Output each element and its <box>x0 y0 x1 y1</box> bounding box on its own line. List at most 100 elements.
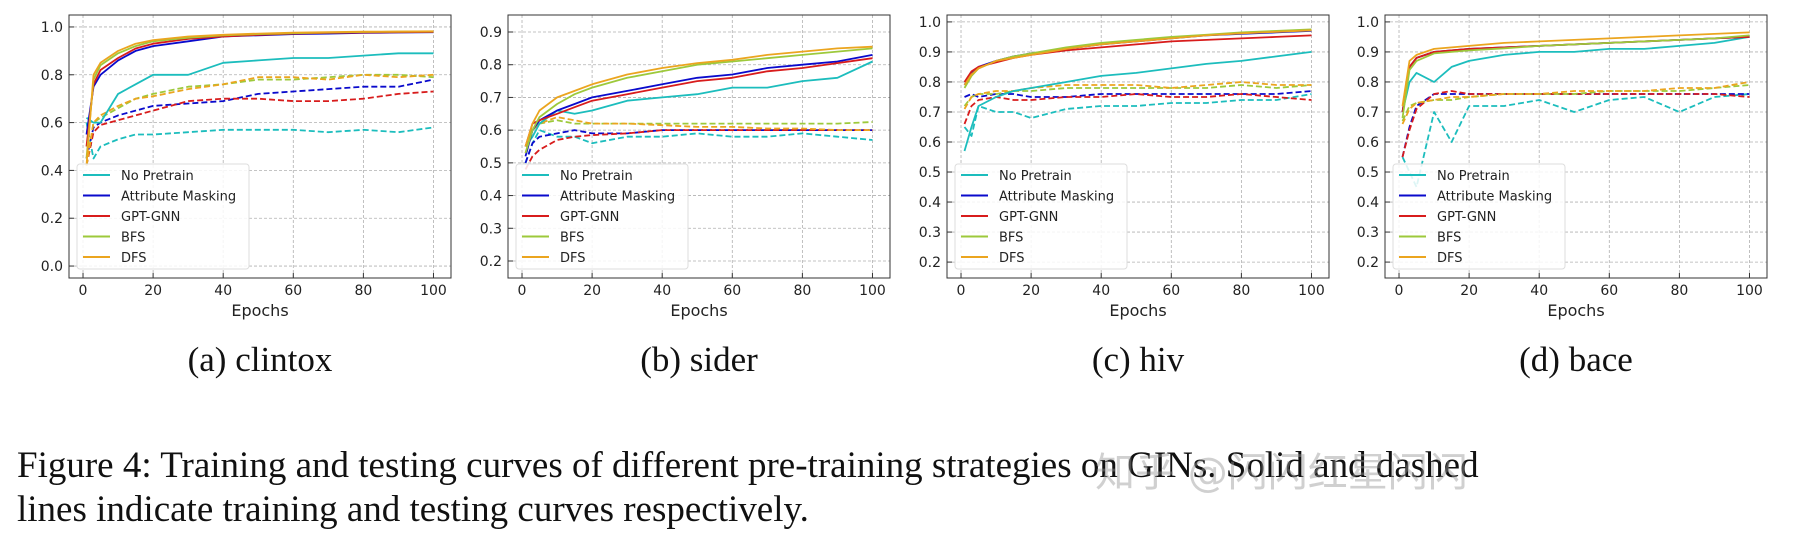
legend-label: BFS <box>999 231 1023 246</box>
x-tick-label: 100 <box>859 283 886 299</box>
series-group <box>524 45 873 170</box>
legend-label: DFS <box>121 251 147 266</box>
x-tick-label: 60 <box>1600 283 1618 299</box>
x-tick-label: 40 <box>214 283 232 299</box>
legend-box <box>954 163 1128 270</box>
legend-label: BFS <box>121 231 145 246</box>
legend-label: Attribute Masking <box>999 190 1114 205</box>
legend-box <box>515 163 689 270</box>
train-line-gpt-gnn <box>524 57 873 147</box>
y-tick-label: 0.7 <box>1357 105 1379 121</box>
chart-2: 0 20 40 60 80 100 0.2 0.3 0.4 0.5 0.6 0.7 0.8 0.9 Epoc… <box>480 14 891 320</box>
legend-box <box>1392 163 1566 270</box>
subcaption-b: (b) sider <box>640 340 758 379</box>
test-line-no-pretrain <box>85 122 434 160</box>
y-tick-label: 0.7 <box>480 90 502 106</box>
x-axis-label: Epochs <box>1547 301 1604 320</box>
legend: No Pretrain Attribute Masking GPT-GNN BFS DF… <box>954 163 1128 270</box>
legend: No Pretrain Attribute Masking GPT-GNN BFS DF… <box>515 163 689 270</box>
y-tick-label: 0.2 <box>480 254 502 270</box>
test-line-bfs <box>1401 84 1750 122</box>
x-tick-label: 20 <box>1022 283 1040 299</box>
train-line-gpt-gnn <box>1401 36 1750 113</box>
legend-label: No Pretrain <box>999 169 1072 184</box>
y-tick-label: 0.2 <box>1357 255 1379 271</box>
x-tick-label: 0 <box>957 283 966 299</box>
y-tick-label: 0.4 <box>41 163 63 179</box>
y-tick-label: 1.0 <box>1357 15 1379 31</box>
x-tick-label: 80 <box>1670 283 1688 299</box>
y-tick-label: 0.9 <box>480 25 502 41</box>
y-tick-label: 0.5 <box>1357 165 1379 181</box>
x-tick-label: 20 <box>1460 283 1478 299</box>
x-axis-label: Epochs <box>1109 301 1166 320</box>
x-tick-label: 40 <box>653 283 671 299</box>
train-line-dfs <box>1401 31 1750 107</box>
axes-frame <box>946 14 1330 279</box>
test-line-no-pretrain <box>963 93 1312 137</box>
figure-caption-line-1: Figure 4: Training and testing curves of… <box>17 445 1479 486</box>
test-line-dfs <box>963 81 1312 110</box>
x-tick-label: 60 <box>1162 283 1180 299</box>
legend-label: GPT-GNN <box>999 210 1058 225</box>
subcaption-d: (d) bace <box>1519 340 1633 379</box>
subcaption-a: (a) clintox <box>187 340 333 379</box>
y-tick-label: 1.0 <box>41 20 63 36</box>
series-group <box>963 28 1312 152</box>
train-line-no-pretrain <box>85 52 434 124</box>
watermark: 知乎 @闪闪红星闪闪 <box>1095 450 1468 496</box>
x-tick-label: 100 <box>1736 283 1763 299</box>
y-tick-label: 0.6 <box>1357 135 1379 151</box>
train-line-no-pretrain <box>524 60 873 148</box>
test-line-attribute-masking <box>1401 93 1750 158</box>
x-axis-label: Epochs <box>231 301 288 320</box>
test-line-bfs <box>85 73 434 166</box>
x-tick-label: 60 <box>284 283 302 299</box>
legend-label: DFS <box>1437 251 1463 266</box>
train-line-no-pretrain <box>1401 36 1750 113</box>
train-line-dfs <box>524 45 873 147</box>
legend: No Pretrain Attribute Masking GPT-GNN BFS DF… <box>1392 163 1566 270</box>
series-group <box>1401 31 1750 188</box>
test-line-gpt-gnn <box>963 93 1312 125</box>
legend-label: GPT-GNN <box>560 210 619 225</box>
test-line-dfs <box>85 73 434 166</box>
y-tick-label: 0.6 <box>480 123 502 139</box>
x-tick-label: 100 <box>420 283 447 299</box>
legend-box <box>76 163 250 270</box>
test-line-gpt-gnn <box>1401 90 1750 158</box>
x-tick-label: 80 <box>793 283 811 299</box>
test-line-gpt-gnn <box>85 90 434 166</box>
x-tick-label: 0 <box>1395 283 1404 299</box>
chart-4: 0 20 40 60 80 100 0.2 0.3 0.4 0.5 0.6 0.7 0.8 0.9 1.0 E… <box>1357 14 1768 320</box>
legend-label: DFS <box>560 251 586 266</box>
x-tick-label: 80 <box>1232 283 1250 299</box>
train-line-dfs <box>85 30 434 166</box>
x-axis-label: Epochs <box>670 301 727 320</box>
y-tick-label: 0.0 <box>41 259 63 275</box>
train-line-no-pretrain <box>963 51 1312 152</box>
test-line-bfs <box>963 84 1312 107</box>
subcaption-c: (c) hiv <box>1091 340 1185 379</box>
test-line-dfs <box>1401 81 1750 125</box>
x-tick-label: 60 <box>723 283 741 299</box>
x-tick-label: 100 <box>1298 283 1325 299</box>
axes-frame <box>507 14 891 279</box>
y-tick-label: 0.2 <box>41 211 63 227</box>
y-tick-label: 0.6 <box>41 116 63 132</box>
test-line-gpt-gnn <box>524 129 873 170</box>
y-tick-label: 0.4 <box>480 189 502 205</box>
legend-label: No Pretrain <box>1437 169 1510 184</box>
y-tick-label: 0.9 <box>919 45 941 61</box>
test-line-attribute-masking <box>85 78 434 159</box>
test-line-attribute-masking <box>964 90 1312 98</box>
legend-label: Attribute Masking <box>1437 190 1552 205</box>
x-tick-label: 20 <box>583 283 601 299</box>
y-tick-label: 0.4 <box>1357 195 1379 211</box>
y-tick-label: 0.7 <box>919 105 941 121</box>
y-tick-label: 0.5 <box>919 165 941 181</box>
train-line-bfs <box>524 47 873 154</box>
y-tick-label: 0.6 <box>919 135 941 151</box>
x-tick-label: 40 <box>1530 283 1548 299</box>
x-tick-label: 80 <box>354 283 372 299</box>
